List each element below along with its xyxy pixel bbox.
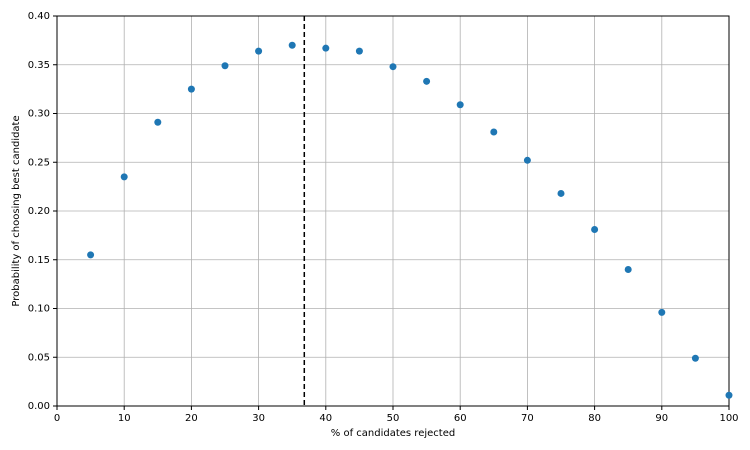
y-axis-label: Probability of choosing best candidate xyxy=(11,115,22,306)
y-tick-label: 0.25 xyxy=(28,157,50,168)
x-tick-label: 30 xyxy=(252,413,265,424)
point xyxy=(691,354,699,362)
x-tick-label: 100 xyxy=(719,413,738,424)
point xyxy=(154,118,162,126)
point xyxy=(120,173,128,181)
point xyxy=(557,189,565,197)
x-tick-label: 60 xyxy=(454,413,467,424)
x-tick-label: 80 xyxy=(588,413,601,424)
point xyxy=(221,62,229,70)
y-tick-label: 0.20 xyxy=(28,206,50,217)
point xyxy=(87,251,95,259)
y-tick-label: 0.30 xyxy=(28,109,50,120)
y-tick-label: 0.05 xyxy=(28,352,50,363)
x-tick-label: 0 xyxy=(54,413,60,424)
point xyxy=(255,47,263,55)
point xyxy=(389,63,397,71)
point xyxy=(725,391,733,399)
x-tick-label: 50 xyxy=(387,413,400,424)
point xyxy=(624,266,632,273)
y-tick-label: 0.00 xyxy=(28,401,50,412)
y-tick-label: 0.40 xyxy=(28,11,50,22)
point xyxy=(355,47,363,55)
x-tick-label: 10 xyxy=(118,413,131,424)
x-tick-label: 20 xyxy=(185,413,198,424)
x-tick-label: 40 xyxy=(319,413,332,424)
point xyxy=(490,128,498,136)
point xyxy=(456,101,464,109)
y-tick-label: 0.15 xyxy=(28,255,50,266)
point xyxy=(658,308,666,316)
x-tick-label: 90 xyxy=(655,413,668,424)
x-tick-label: 70 xyxy=(521,413,534,424)
point xyxy=(288,41,296,49)
x-axis-label: % of candidates rejected xyxy=(331,428,455,439)
y-tick-label: 0.10 xyxy=(28,304,50,315)
plot-frame xyxy=(56,15,730,407)
point xyxy=(322,44,330,52)
point xyxy=(187,85,195,93)
y-tick-label: 0.35 xyxy=(28,60,50,71)
point xyxy=(591,226,599,234)
point xyxy=(423,77,431,85)
point xyxy=(523,156,531,164)
